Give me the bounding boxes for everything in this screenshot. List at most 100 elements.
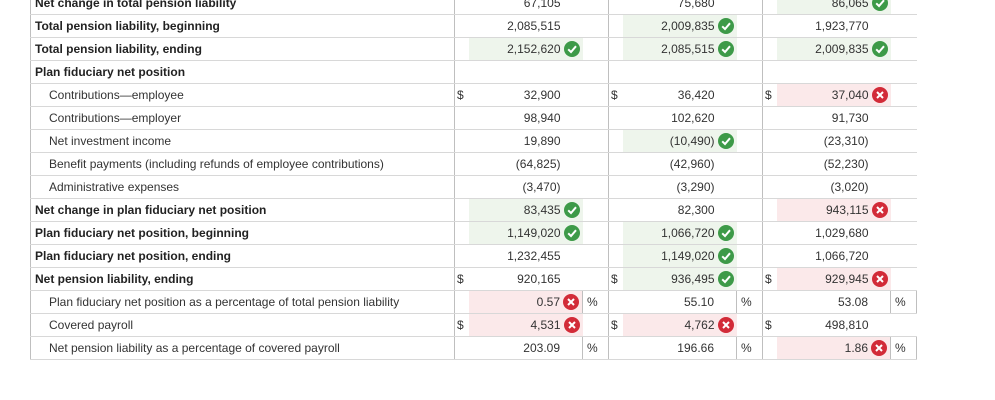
row-label: Covered payroll: [30, 313, 455, 337]
cell-value: (23,310): [823, 134, 869, 148]
value-input-cell[interactable]: (52,230): [776, 152, 891, 176]
value-input-cell[interactable]: 2,152,620: [468, 37, 583, 61]
cell-value: 53.08: [837, 295, 868, 309]
value-input-cell[interactable]: (3,290): [622, 175, 737, 199]
value-input-cell[interactable]: 1,029,680: [776, 221, 891, 245]
value-input-cell[interactable]: 1.86: [776, 336, 891, 360]
percent-sign: [736, 0, 763, 15]
value-input-cell[interactable]: (23,310): [776, 129, 891, 153]
error-x-icon: [871, 271, 888, 287]
cell-value: (3,290): [676, 180, 715, 194]
value-input-cell[interactable]: 19,890: [468, 129, 583, 153]
table-row: Covered payroll $4,531 $4,762 $498,810: [30, 313, 917, 337]
cell-value: 0.57: [536, 295, 560, 309]
value-input-cell[interactable]: 929,945: [776, 267, 891, 291]
value-input-cell[interactable]: 1,066,720: [622, 221, 737, 245]
dollar-sign: [762, 244, 777, 268]
percent-sign: [890, 14, 917, 38]
dollar-sign: [454, 336, 469, 360]
cell-value: 67,105: [523, 0, 561, 10]
value-input-cell[interactable]: 36,420: [622, 83, 737, 107]
value-input-cell[interactable]: 102,620: [622, 106, 737, 130]
dollar-sign: [608, 221, 623, 245]
value-input-cell[interactable]: 4,531: [468, 313, 583, 337]
value-input-cell[interactable]: 1,149,020: [468, 221, 583, 245]
value-input-cell[interactable]: 920,165: [468, 267, 583, 291]
value-input-cell: [776, 60, 891, 84]
cell-value: 1,029,680: [815, 226, 869, 240]
table-row: Benefit payments (including refunds of e…: [30, 152, 917, 176]
value-input-cell[interactable]: 32,900: [468, 83, 583, 107]
value-input-cell[interactable]: 936,495: [622, 267, 737, 291]
value-input-cell[interactable]: 83,435: [468, 198, 583, 222]
dollar-sign: [454, 198, 469, 222]
pension-schedule-table: Net change in total pension liability 67,…: [30, 0, 917, 360]
value-input-cell: [622, 60, 737, 84]
cell-value: 32,900: [523, 88, 561, 102]
dollar-sign: [454, 129, 469, 153]
value-input-cell[interactable]: 2,009,835: [622, 14, 737, 38]
value-input-cell[interactable]: 91,730: [776, 106, 891, 130]
dollar-sign: [454, 244, 469, 268]
dollar-sign: [608, 37, 623, 61]
row-label-text: Net change in plan fiduciary net positio…: [35, 203, 267, 217]
value-input-cell[interactable]: 53.08: [776, 290, 891, 314]
row-label-text: Net pension liability as a percentage of…: [49, 341, 340, 355]
row-label-text: Contributions—employer: [49, 111, 182, 125]
value-input-cell[interactable]: 2,009,835: [776, 37, 891, 61]
percent-sign: [890, 198, 917, 222]
value-input-cell[interactable]: 1,066,720: [776, 244, 891, 268]
value-input-cell[interactable]: (3,020): [776, 175, 891, 199]
percent-sign: [582, 14, 609, 38]
cell-value: 102,620: [671, 111, 715, 125]
value-input-cell[interactable]: 67,105: [468, 0, 583, 15]
value-input-cell[interactable]: 82,300: [622, 198, 737, 222]
cell-value: 1,149,020: [661, 249, 715, 263]
value-input-cell[interactable]: 0.57: [468, 290, 583, 314]
percent-sign: [582, 267, 609, 291]
value-input-cell[interactable]: 75,680: [622, 0, 737, 15]
cell-value: 1,066,720: [815, 249, 869, 263]
row-label: Total pension liability, beginning: [30, 14, 455, 38]
dollar-sign: [762, 14, 777, 38]
value-input-cell[interactable]: 1,149,020: [622, 244, 737, 268]
cell-value: (64,825): [515, 157, 561, 171]
value-input-cell[interactable]: (64,825): [468, 152, 583, 176]
dollar-sign: [762, 0, 777, 15]
check-icon: [717, 248, 734, 264]
value-input-cell[interactable]: 98,940: [468, 106, 583, 130]
value-input-cell[interactable]: 55.10: [622, 290, 737, 314]
value-input-cell[interactable]: 943,115: [776, 198, 891, 222]
dollar-sign: $: [762, 83, 777, 107]
value-input-cell[interactable]: 86,065: [776, 0, 891, 15]
value-input-cell[interactable]: 203.09: [468, 336, 583, 360]
value-input-cell[interactable]: 37,040: [776, 83, 891, 107]
table-row: Net change in plan fiduciary net positio…: [30, 198, 917, 222]
row-label-text: Net investment income: [49, 134, 172, 148]
cell-value: (10,490): [669, 134, 715, 148]
value-input-cell[interactable]: 1,232,455: [468, 244, 583, 268]
cell-value: (42,960): [669, 157, 715, 171]
value-input-cell[interactable]: (3,470): [468, 175, 583, 199]
value-input-cell[interactable]: 4,762: [622, 313, 737, 337]
dollar-sign: [608, 129, 623, 153]
row-label-text: Benefit payments (including refunds of e…: [49, 157, 384, 171]
dollar-sign: [454, 14, 469, 38]
table-row: Net change in total pension liability 67,…: [30, 0, 917, 15]
table-row: Plan fiduciary net position as a percent…: [30, 290, 917, 314]
dollar-sign: [762, 221, 777, 245]
value-input-cell[interactable]: (42,960): [622, 152, 737, 176]
value-input-cell[interactable]: 2,085,515: [622, 37, 737, 61]
value-input-cell[interactable]: 2,085,515: [468, 14, 583, 38]
cell-value: (52,230): [823, 157, 869, 171]
table-row: Plan fiduciary net position, beginning 1,…: [30, 221, 917, 245]
row-label-text: Total pension liability, ending: [35, 42, 202, 56]
value-input-cell[interactable]: 498,810: [776, 313, 891, 337]
value-input-cell[interactable]: 1,923,770: [776, 14, 891, 38]
value-input-cell[interactable]: 196.66: [622, 336, 737, 360]
dollar-sign: $: [454, 267, 469, 291]
dollar-sign: [608, 244, 623, 268]
value-input-cell[interactable]: (10,490): [622, 129, 737, 153]
check-icon: [717, 41, 734, 57]
dollar-sign: $: [762, 267, 777, 291]
